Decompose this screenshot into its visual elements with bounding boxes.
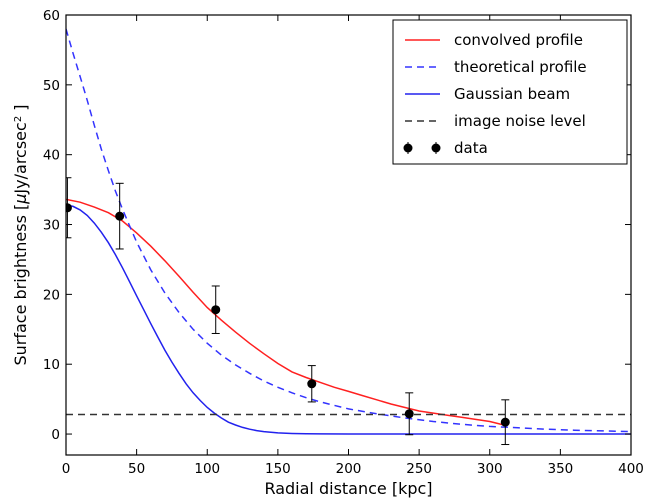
data-marker (404, 409, 414, 419)
y-axis-label-exponent: 2 (13, 116, 24, 122)
y-tick-label: 50 (43, 78, 60, 94)
y-axis-label-mu: μ (11, 194, 30, 205)
data-marker (307, 379, 317, 389)
y-tick-label: 60 (43, 8, 60, 24)
y-axis-label-close: ] (11, 104, 30, 115)
legend-box (392, 19, 628, 165)
y-tick-label: 40 (43, 148, 60, 164)
legend-label-gaussian-beam: Gaussian beam (454, 85, 570, 103)
data-point (115, 182, 125, 250)
plot-area (66, 28, 631, 446)
x-tick-label: 50 (128, 461, 145, 477)
x-tick-label: 150 (265, 461, 291, 477)
data-point (500, 399, 510, 446)
x-tick-label: 300 (477, 461, 503, 477)
legend-label-data: data (454, 139, 488, 157)
convolved-profile-line (66, 198, 505, 426)
x-axis-label: Radial distance [kpc] (264, 479, 432, 498)
data-marker (211, 305, 221, 315)
y-tick-label: 0 (51, 427, 60, 443)
y-tick-label: 30 (43, 218, 60, 234)
y-axis-label-main: Surface brightness [ (11, 204, 30, 366)
x-tick-label: 100 (194, 461, 220, 477)
legend-label-image-noise-level: image noise level (454, 112, 586, 130)
x-tick-label: 250 (406, 461, 432, 477)
data-point (404, 392, 414, 436)
x-tick-label: 0 (62, 461, 71, 477)
theoretical-profile-line (66, 28, 631, 433)
data-point (307, 365, 317, 403)
legend-data-marker-left (403, 143, 413, 153)
y-tick-label: 20 (43, 287, 60, 303)
x-tick-label: 350 (547, 461, 573, 477)
data-marker (115, 211, 125, 221)
x-tick-label: 200 (336, 461, 362, 477)
legend: convolved profile theoretical profile Ga… (392, 19, 628, 165)
gaussian-beam-line (66, 204, 631, 435)
data-point (66, 177, 72, 239)
y-axis-label: Surface brightness [μJy/arcsec2 ] (11, 104, 30, 365)
legend-swatch-data (403, 142, 441, 154)
legend-label-convolved-profile: convolved profile (454, 31, 583, 49)
series-group (66, 28, 631, 446)
legend-label-theoretical-profile: theoretical profile (454, 58, 587, 76)
data-marker (66, 203, 72, 213)
legend-data-marker-right (431, 143, 441, 153)
y-tick-label: 10 (43, 357, 60, 373)
axis-ticks: 0 50 100 150 200 250 300 350 400 0 10 20 30 40 50 60 (43, 8, 644, 477)
data-point (211, 285, 221, 334)
x-tick-label: 400 (618, 461, 644, 477)
y-axis-label-unit: Jy/arcsec (11, 122, 30, 194)
data-marker (500, 417, 510, 427)
